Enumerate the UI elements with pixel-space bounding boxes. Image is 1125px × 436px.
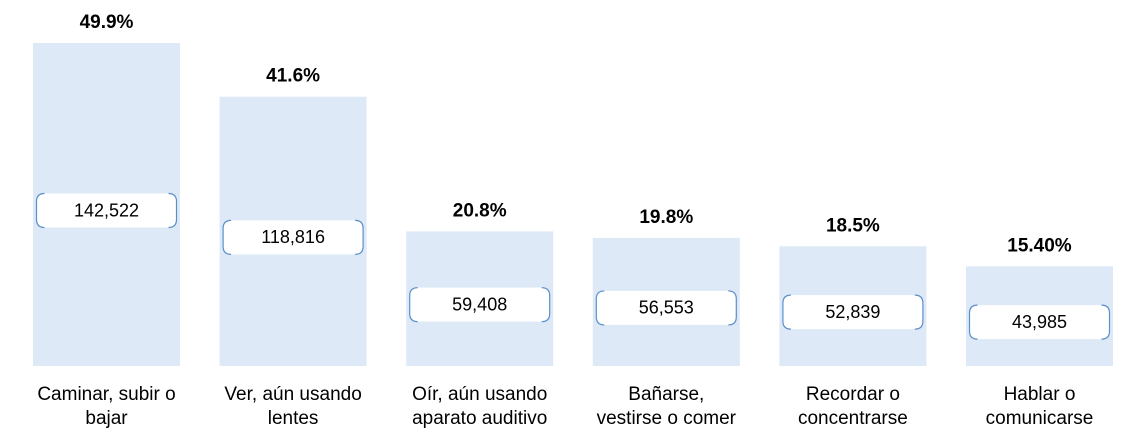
bracket-left bbox=[782, 294, 791, 330]
count-box bbox=[223, 220, 364, 255]
bracket-right bbox=[355, 219, 364, 255]
value-label: 19.8% bbox=[639, 207, 693, 228]
x-tick-label: Bañarse, bbox=[628, 384, 704, 405]
bracket-right bbox=[541, 287, 551, 323]
value-label: 18.5% bbox=[826, 215, 880, 236]
x-tick-label: Caminar, subir o bbox=[37, 384, 175, 405]
x-tick-label: Hablar o bbox=[1004, 384, 1076, 405]
bracket-right bbox=[1101, 304, 1111, 340]
value-label: 15.40% bbox=[1007, 235, 1072, 256]
value-label: 49.9% bbox=[80, 12, 134, 33]
value-label: 20.8% bbox=[453, 200, 507, 221]
count-box bbox=[596, 290, 737, 325]
bracket-left bbox=[409, 287, 418, 323]
count-box bbox=[782, 295, 923, 330]
count-label: 43,985 bbox=[1012, 312, 1067, 332]
x-tick-label: Oír, aún usando bbox=[412, 384, 547, 405]
bracket-right bbox=[914, 294, 924, 330]
bracket-left bbox=[968, 304, 978, 340]
x-tick-label: Recordar o bbox=[806, 384, 900, 405]
x-tick-label: lentes bbox=[268, 408, 319, 429]
x-tick-label: bajar bbox=[85, 408, 128, 429]
x-tick-label: comunicarse bbox=[986, 408, 1094, 429]
value-label: 41.6% bbox=[266, 66, 320, 87]
x-tick-label: aparato auditivo bbox=[412, 408, 547, 429]
bracket-left bbox=[35, 192, 45, 229]
count-box bbox=[409, 287, 550, 322]
count-box bbox=[969, 305, 1110, 340]
bracket-left bbox=[595, 290, 605, 326]
count-label: 59,408 bbox=[452, 294, 507, 314]
x-tick-label: vestirse o comer bbox=[597, 408, 737, 429]
count-label: 56,553 bbox=[639, 298, 694, 318]
bracket-left bbox=[222, 219, 232, 255]
x-tick-label: concentrarse bbox=[798, 408, 908, 429]
count-label: 142,522 bbox=[74, 200, 139, 220]
count-label: 118,816 bbox=[261, 227, 325, 247]
x-tick-label: Ver, aún usando bbox=[224, 384, 361, 405]
bracket-right bbox=[168, 192, 178, 229]
bracket-right bbox=[728, 290, 737, 326]
count-box bbox=[36, 193, 177, 228]
count-label: 52,839 bbox=[825, 302, 880, 322]
